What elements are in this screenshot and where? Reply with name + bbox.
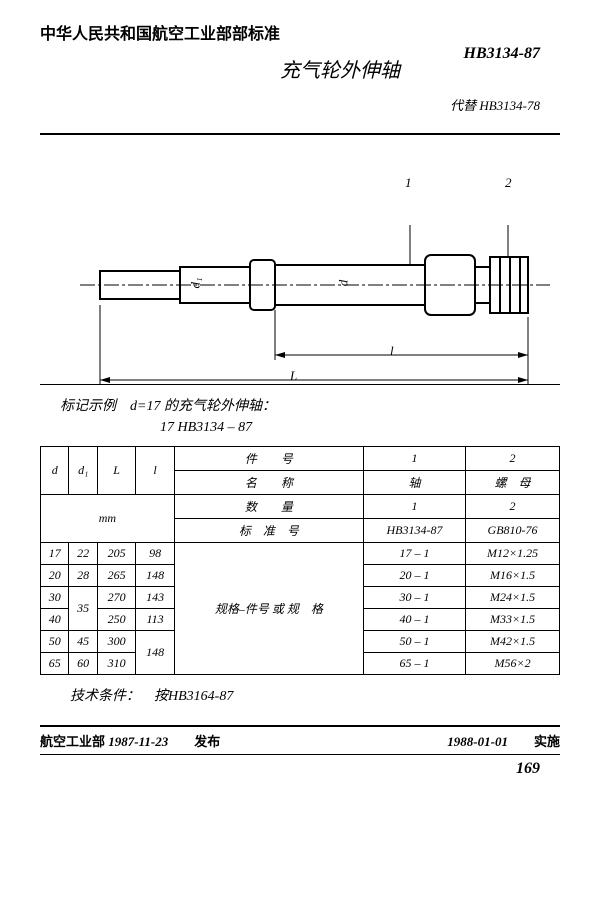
mm-label: mm bbox=[41, 495, 175, 543]
qty1: 1 bbox=[363, 495, 465, 519]
replaces: 代替 HB3134-78 bbox=[450, 95, 540, 114]
col-d1: d₁ bbox=[69, 447, 97, 495]
dim-L: L bbox=[290, 368, 297, 384]
c2: 2 bbox=[466, 447, 560, 471]
dim-d1: d₁ bbox=[188, 277, 204, 288]
standard-code: HB3134-87 bbox=[464, 45, 540, 63]
col-L: L bbox=[97, 447, 135, 495]
h-std: 标 准 号 bbox=[174, 519, 363, 543]
c1: 1 bbox=[363, 447, 465, 471]
name1: 轴 bbox=[363, 471, 465, 495]
spec-label: 规格–件号 或 规 格 bbox=[174, 543, 363, 675]
page-number: 169 bbox=[40, 760, 560, 778]
h-name: 名 称 bbox=[174, 471, 363, 495]
dim-l: l bbox=[390, 343, 394, 359]
std2: GB810-76 bbox=[466, 519, 560, 543]
shaft-svg bbox=[80, 225, 560, 425]
name2: 螺 母 bbox=[466, 471, 560, 495]
shaft-diagram: 1 2 d₁ d l L bbox=[40, 145, 560, 385]
table-row: 172220598 规格–件号 或 规 格 17 – 1M12×1.25 bbox=[41, 543, 560, 565]
callout-2: 2 bbox=[505, 175, 512, 191]
col-d: d bbox=[41, 447, 69, 495]
callout-1: 1 bbox=[405, 175, 412, 191]
qty2: 2 bbox=[466, 495, 560, 519]
col-l: l bbox=[136, 447, 174, 495]
h-part: 件 号 bbox=[174, 447, 363, 471]
std1: HB3134-87 bbox=[363, 519, 465, 543]
spec-table: d d₁ L l 件 号 1 2 名 称 轴 螺 母 mm 数 量 1 2 标 … bbox=[40, 446, 560, 675]
dim-d: d bbox=[335, 280, 351, 287]
h-qty: 数 量 bbox=[174, 495, 363, 519]
footer: 航空工业部 1987-11-23 发布 1988-01-01 实施 bbox=[40, 725, 560, 755]
header: 中华人民共和国航空工业部部标准 bbox=[40, 20, 560, 44]
divider bbox=[40, 133, 560, 135]
tech-conditions: 技术条件： 按HB3164-87 bbox=[70, 685, 560, 705]
